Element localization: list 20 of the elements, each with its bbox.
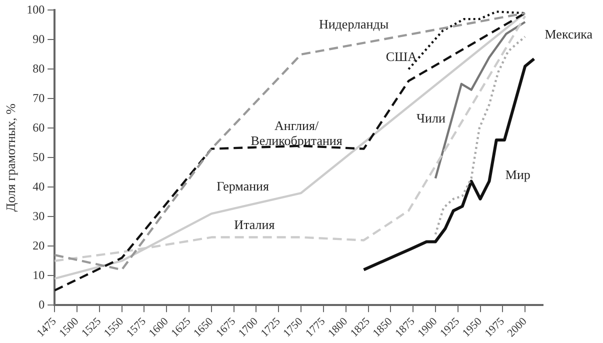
y-tick-label: 10	[32, 268, 45, 282]
y-tick-label: 70	[32, 90, 45, 105]
series-label: Нидерланды	[318, 16, 389, 32]
y-tick-label: 100	[26, 2, 45, 16]
series-label: Мексика	[544, 26, 593, 42]
series-label: Мир	[505, 166, 530, 182]
series-label: Англия/ Великобритания	[250, 118, 342, 148]
y-tick-label: 0	[38, 297, 45, 312]
series-label: Чили	[416, 110, 446, 126]
y-tick-label: 20	[32, 238, 45, 252]
series-label: Германия	[216, 178, 270, 194]
y-tick-label: 30	[32, 208, 45, 223]
y-tick-label: 80	[32, 61, 45, 76]
series-label: Италия	[234, 216, 275, 232]
y-tick-label: 50	[32, 150, 45, 164]
y-tick-label: 60	[32, 120, 45, 134]
y-axis-title: Доля грамотных, %	[3, 103, 18, 212]
series-label: США	[386, 48, 418, 64]
y-tick-label: 90	[32, 32, 45, 46]
y-tick-label: 40	[32, 179, 45, 194]
